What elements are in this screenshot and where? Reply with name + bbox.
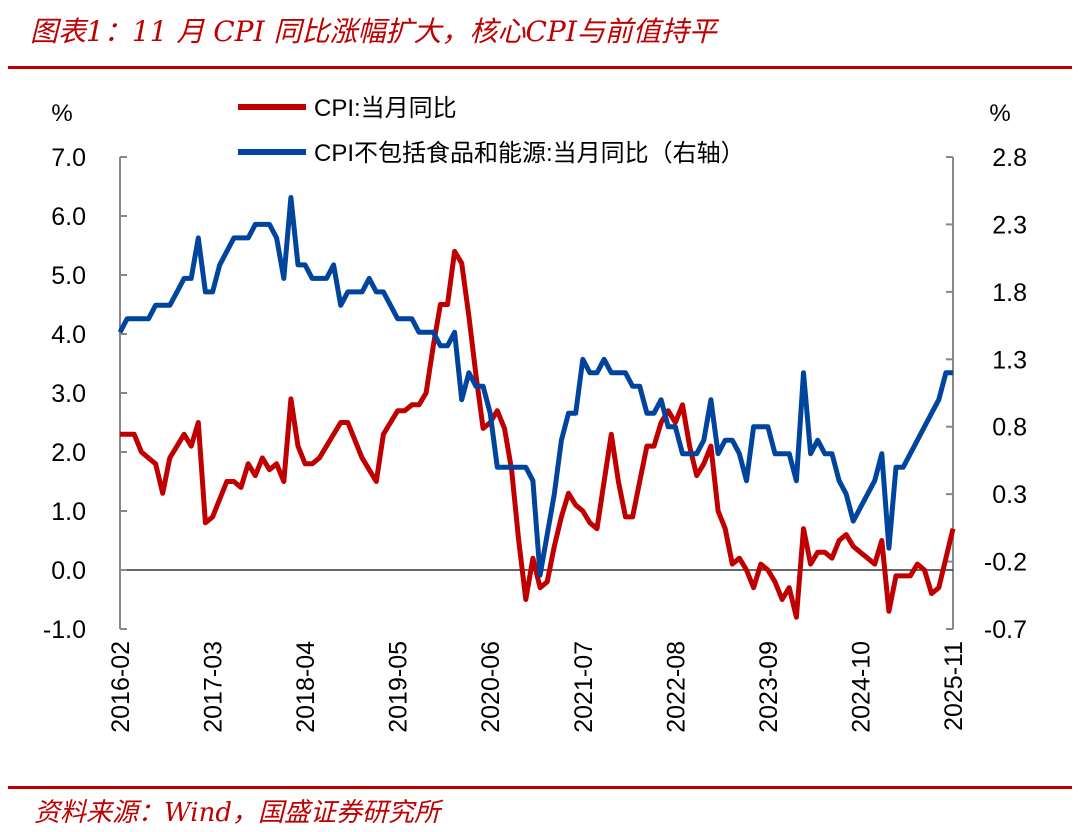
legend-label-core: CPI不包括食品和能源:当月同比（右轴） — [314, 140, 745, 167]
right-tick-label: 0.3 — [992, 481, 1027, 509]
right-tick-label: -0.2 — [984, 549, 1027, 577]
left-tick-label: -1.0 — [43, 616, 86, 644]
left-axis-unit: % — [51, 100, 72, 127]
left-tick-label: 6.0 — [51, 203, 86, 231]
right-axis-unit: % — [989, 100, 1010, 127]
x-tick-label: 2023-09 — [755, 641, 783, 733]
x-tick-label: 2018-04 — [292, 641, 320, 733]
left-tick-label: 5.0 — [51, 262, 86, 290]
right-tick-label: 2.3 — [992, 211, 1027, 239]
left-tick-label: 4.0 — [51, 321, 86, 349]
left-tick-label: 2.0 — [51, 439, 86, 467]
core-cpi-line — [117, 195, 953, 578]
left-tick-label: 0.0 — [51, 557, 86, 585]
x-tick-label: 2020-06 — [477, 641, 505, 733]
bottom-rule — [8, 786, 1072, 789]
legend-label-cpi: CPI:当月同比 — [314, 95, 457, 122]
x-tick-label: 2024-10 — [847, 641, 875, 733]
x-tick-label: 2025-11 — [940, 641, 968, 731]
left-tick-label: 3.0 — [51, 380, 86, 408]
right-tick-label: 2.8 — [992, 144, 1027, 172]
right-tick-label: 0.8 — [992, 414, 1027, 442]
source-note: 资料来源：Wind，国盛证券研究所 — [34, 798, 440, 828]
x-tick-label: 2021-07 — [570, 641, 598, 733]
right-tick-label: -0.7 — [984, 616, 1027, 644]
left-tick-label: 7.0 — [51, 144, 86, 172]
x-tick-label: 2022-08 — [662, 641, 690, 733]
figure-title: 图表1：11 月 CPI 同比涨幅扩大，核心CPI与前值持平 — [30, 15, 717, 48]
x-tick-label: 2019-05 — [385, 641, 413, 733]
right-tick-label: 1.8 — [992, 279, 1027, 307]
cpi-line — [120, 248, 956, 620]
x-tick-label: 2016-02 — [107, 641, 135, 733]
top-rule — [8, 66, 1072, 69]
x-tick-label: 2017-03 — [200, 641, 228, 733]
right-tick-label: 1.3 — [992, 346, 1027, 374]
left-tick-label: 1.0 — [51, 498, 86, 526]
